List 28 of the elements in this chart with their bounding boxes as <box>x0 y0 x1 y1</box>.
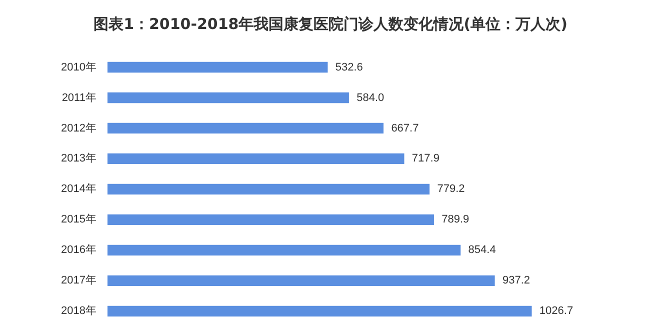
y-tick-label: 2015年 <box>60 214 96 226</box>
y-tick-label: 2018年 <box>60 305 96 318</box>
data-label: 667.7 <box>391 122 419 134</box>
data-label: 937.2 <box>502 274 530 287</box>
data-label: 779.2 <box>437 183 465 196</box>
y-tick-label: 2016年 <box>60 244 96 256</box>
bar <box>107 244 461 256</box>
bar <box>107 306 532 316</box>
bar <box>107 62 328 73</box>
data-label: 584.0 <box>356 92 384 104</box>
y-tick-label: 2012年 <box>60 122 96 134</box>
chart-title: 图表1：2010-2018年我国康复医院门诊人数变化情况(单位：万人次) <box>94 14 568 33</box>
bar <box>107 184 430 195</box>
y-tick-label: 2013年 <box>60 152 96 165</box>
y-tick-label: 2014年 <box>60 183 96 196</box>
bar <box>107 214 434 226</box>
y-tick-label: 2011年 <box>62 92 96 104</box>
bar <box>107 275 495 286</box>
data-label: 854.4 <box>468 244 496 256</box>
y-tick-label: 2010年 <box>60 61 96 74</box>
data-label: 532.6 <box>335 61 363 74</box>
data-label: 789.9 <box>442 214 470 226</box>
y-tick-label: 2017年 <box>60 274 96 287</box>
bar <box>107 92 349 104</box>
data-label: 717.9 <box>412 152 440 165</box>
data-label: 1026.7 <box>539 305 574 318</box>
bar <box>107 122 384 134</box>
bar <box>107 153 404 164</box>
